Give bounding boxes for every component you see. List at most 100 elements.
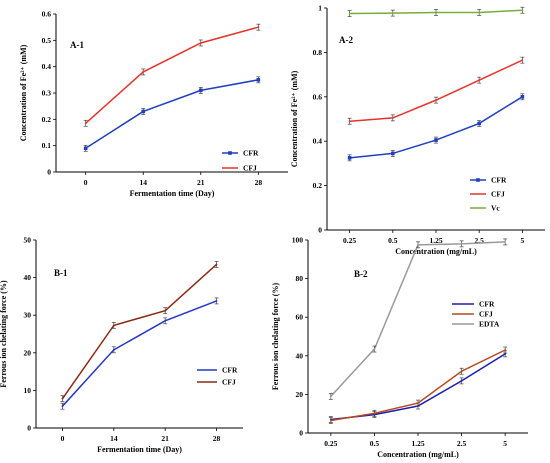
data-point-edta [329, 395, 332, 398]
y-tick-label: 40 [296, 351, 304, 360]
x-axis-label: Concentration (mg/mL) [395, 247, 477, 256]
x-tick-label: 2.5 [475, 236, 485, 245]
legend-label-cfr: CFR [491, 176, 507, 185]
x-tick-label: 0.5 [388, 236, 398, 245]
y-tick-label: 20 [24, 348, 32, 357]
data-point-cfj [329, 419, 332, 422]
data-point-cfj [478, 79, 481, 82]
series-line-cfr [349, 96, 523, 159]
chart-a1: 0 0.1 0.2 0.3 0.4 0.5 0.6 0 14 21 28 Fermentation t… [19, 10, 288, 198]
y-tick-label: 0 [47, 168, 51, 177]
data-point-cfr [198, 88, 203, 93]
data-point-vc [435, 11, 437, 14]
x-axis-label: Concentration (mg/mL) [377, 450, 459, 459]
data-point-cfj [460, 370, 463, 373]
y-tick-label: 0 [318, 226, 322, 235]
chart-b1: 0 10 20 30 40 50 0 14 21 28 Fermentation time (Day… [0, 236, 243, 454]
y-tick-label: 100 [292, 236, 304, 245]
legend-label-cfj: CFJ [491, 190, 505, 199]
chart-b2: 0 20 40 60 80 100 0.25 0.5 1.25 2.5 5 Concentration… [271, 236, 528, 459]
data-point-cfj [373, 412, 376, 415]
legend-label-vc: Vc [491, 204, 500, 213]
legend-label-cfr: CFR [222, 366, 238, 375]
legend-label-cfr: CFR [479, 300, 495, 309]
data-point-cfj [215, 263, 218, 266]
data-point-cfr [141, 109, 146, 114]
x-tick-label: 0.5 [370, 439, 380, 448]
data-point-cfj [199, 42, 202, 44]
x-tick-label: 5 [521, 236, 525, 245]
data-point-cfj [61, 397, 64, 400]
series-line-cfj [85, 26, 259, 124]
y-tick-label: 0.1 [42, 141, 52, 150]
y-tick-label: 0 [299, 429, 303, 438]
data-point-edta [504, 241, 507, 243]
legend-label-cfr: CFR [243, 149, 259, 158]
series-line-cfr [85, 79, 259, 149]
y-axis-label: Concentration of Fe²⁺ (mM) [19, 44, 28, 141]
data-point-cfj [142, 71, 145, 73]
data-point-cfr [112, 348, 115, 351]
x-tick-label: 0 [84, 178, 88, 187]
x-tick-label: 1.25 [411, 439, 424, 448]
data-point-cfr [520, 95, 525, 99]
data-point-cfr [347, 156, 352, 160]
series-line-cfj [330, 349, 506, 422]
y-tick-label: 10 [24, 386, 32, 395]
data-point-cfj [257, 26, 260, 29]
legend-marker [228, 151, 232, 155]
data-point-cfr [215, 300, 218, 302]
y-tick-label: 0 [27, 424, 31, 433]
y-tick-label: 0.4 [313, 137, 323, 146]
data-point-cfr [477, 121, 481, 126]
data-point-cfj [84, 122, 87, 125]
y-tick-label: 0.8 [313, 48, 323, 57]
data-point-vc [478, 11, 481, 14]
data-point-cfj [521, 59, 524, 62]
y-axis-label: Concentration of Fe²⁺ (mM) [290, 70, 299, 167]
x-tick-label: 1.25 [429, 236, 442, 245]
panel-label: A-1 [70, 40, 84, 50]
panel-label: A-2 [339, 35, 353, 45]
data-point-vc [521, 9, 524, 12]
x-tick-label: 0.25 [343, 236, 356, 245]
data-point-cfr [504, 352, 507, 355]
legend-label-cfj: CFJ [222, 378, 236, 387]
data-point-cfj [504, 349, 507, 351]
x-axis-label: Fermentation time (Day) [97, 445, 182, 454]
data-point-vc [391, 12, 394, 15]
panel-label: B-1 [54, 268, 68, 278]
data-point-cfr [434, 138, 438, 142]
data-point-cfr [61, 405, 64, 408]
data-point-vc [348, 12, 351, 15]
y-tick-label: 60 [296, 313, 304, 322]
y-tick-label: 0.6 [313, 92, 323, 101]
x-tick-label: 14 [110, 434, 118, 443]
y-tick-label: 50 [24, 236, 32, 245]
legend-label-cfj: CFJ [479, 310, 493, 319]
y-tick-label: 1 [318, 4, 322, 13]
x-tick-label: 28 [255, 178, 263, 187]
y-tick-label: 20 [296, 390, 304, 399]
data-point-cfj [391, 116, 394, 119]
x-tick-label: 21 [197, 178, 205, 187]
x-axis-label: Fermentation time (Day) [130, 189, 215, 198]
legend-marker [476, 178, 480, 182]
panel-label: B-2 [354, 269, 368, 279]
x-tick-label: 28 [213, 434, 221, 443]
data-point-cfr [83, 146, 88, 151]
y-axis-label: Ferrous ion chelating force (%) [0, 280, 8, 388]
data-point-cfr [391, 151, 395, 156]
series-line-cfj [61, 263, 218, 400]
x-tick-label: 21 [161, 434, 169, 443]
data-point-cfr [460, 379, 463, 382]
legend-label-cfj: CFJ [243, 164, 257, 173]
y-tick-label: 0.4 [42, 62, 52, 71]
data-point-cfj [435, 99, 437, 102]
data-point-cfr [164, 319, 167, 322]
y-tick-label: 0.2 [313, 181, 323, 190]
data-point-cfj [417, 402, 419, 404]
y-tick-label: 40 [24, 273, 32, 282]
x-tick-label: 0 [61, 434, 65, 443]
